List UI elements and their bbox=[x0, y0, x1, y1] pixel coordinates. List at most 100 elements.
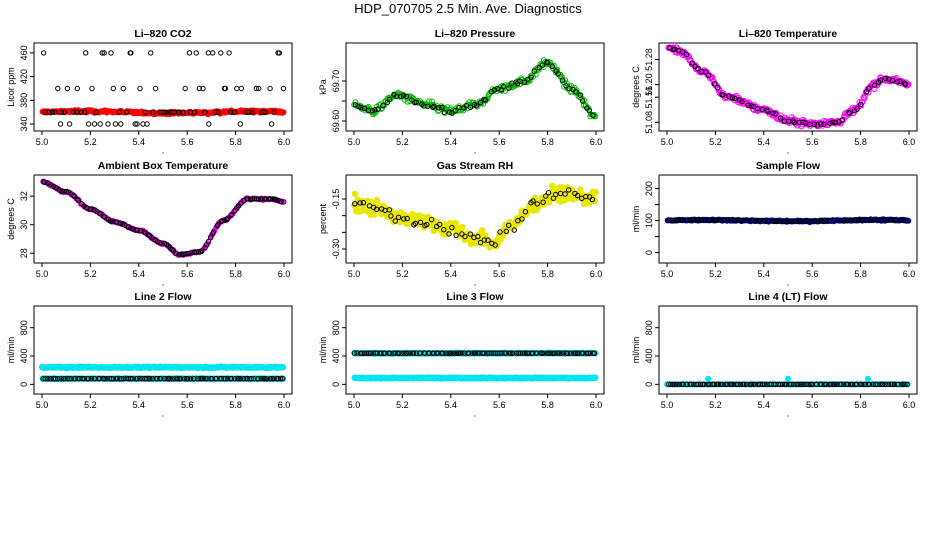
chart-title: Ambient Box Temperature bbox=[98, 160, 229, 172]
x-tick-label: 5.6 bbox=[181, 269, 194, 279]
x-tick-label: 5.6 bbox=[181, 400, 194, 410]
x-tick-label: 5.6 bbox=[806, 400, 819, 410]
data-point bbox=[893, 217, 899, 223]
data-point bbox=[108, 50, 114, 56]
data-point bbox=[446, 231, 452, 237]
data-point bbox=[877, 77, 884, 83]
data-point bbox=[152, 85, 159, 92]
data-point bbox=[745, 102, 751, 109]
x-tick-label: 6.0 bbox=[278, 269, 291, 279]
data-point bbox=[234, 85, 240, 92]
data-point bbox=[838, 218, 845, 224]
data-point bbox=[256, 85, 262, 92]
data-point bbox=[276, 50, 282, 56]
data-point bbox=[771, 218, 777, 224]
data-point bbox=[75, 197, 82, 204]
data-point bbox=[530, 198, 536, 204]
data-point bbox=[425, 103, 431, 110]
data-point bbox=[193, 50, 199, 56]
data-point bbox=[279, 364, 287, 371]
y-tick-label: 200 bbox=[644, 181, 654, 196]
series-raw-high bbox=[38, 363, 287, 372]
data-point bbox=[268, 121, 275, 127]
data-point bbox=[549, 63, 556, 70]
data-point bbox=[814, 122, 821, 128]
data-point bbox=[191, 109, 198, 115]
data-point bbox=[158, 240, 164, 246]
data-point bbox=[555, 71, 561, 77]
series-average bbox=[352, 187, 596, 248]
data-point bbox=[439, 104, 445, 111]
data-point bbox=[459, 223, 466, 231]
data-point bbox=[144, 121, 150, 127]
data-point bbox=[180, 109, 186, 115]
x-tick-label: 5.4 bbox=[758, 400, 771, 410]
y-axis-label: Licor ppm bbox=[6, 67, 16, 107]
data-point bbox=[805, 218, 811, 224]
data-point bbox=[531, 68, 537, 74]
data-point bbox=[412, 220, 418, 227]
data-point bbox=[528, 74, 534, 81]
data-point bbox=[696, 217, 702, 223]
data-point bbox=[61, 109, 68, 115]
data-point bbox=[562, 191, 568, 197]
data-point bbox=[441, 227, 447, 233]
data-point bbox=[226, 50, 232, 56]
data-point bbox=[721, 217, 727, 223]
x-tick-label: 5.0 bbox=[348, 400, 361, 410]
x-tick-label: 6.0 bbox=[590, 269, 603, 279]
data-point bbox=[452, 108, 458, 114]
x-tick-label: 5.8 bbox=[541, 400, 554, 410]
data-point bbox=[847, 110, 853, 116]
data-point bbox=[762, 218, 768, 224]
data-point bbox=[897, 78, 903, 85]
data-point bbox=[93, 109, 99, 115]
data-point bbox=[215, 109, 221, 115]
data-point bbox=[889, 77, 896, 84]
data-point bbox=[712, 81, 718, 87]
data-point bbox=[765, 218, 772, 224]
y-tick-label: 0 bbox=[331, 382, 341, 387]
data-point bbox=[579, 98, 586, 104]
y-tick-label: 400 bbox=[644, 349, 654, 364]
data-point bbox=[202, 109, 208, 115]
data-point bbox=[695, 66, 701, 72]
data-point bbox=[559, 77, 566, 83]
x-tick-label: 5.4 bbox=[133, 269, 146, 279]
x-axis-label-mark bbox=[787, 415, 789, 417]
data-point bbox=[545, 190, 552, 196]
data-point bbox=[503, 228, 509, 235]
data-point bbox=[124, 109, 130, 115]
x-axis-label-mark bbox=[162, 284, 164, 286]
data-point bbox=[841, 217, 847, 224]
data-point bbox=[161, 109, 167, 115]
data-point bbox=[901, 80, 908, 87]
data-point bbox=[819, 218, 825, 224]
x-tick-label: 5.6 bbox=[493, 269, 506, 279]
data-point bbox=[280, 109, 287, 116]
data-point bbox=[540, 62, 546, 68]
data-point bbox=[772, 111, 779, 117]
data-point bbox=[404, 215, 410, 222]
y-tick-label: 460 bbox=[19, 45, 29, 60]
x-tick-label: 5.0 bbox=[348, 269, 361, 279]
data-point bbox=[478, 227, 486, 234]
data-point bbox=[224, 216, 231, 222]
data-point bbox=[524, 79, 530, 86]
data-point bbox=[163, 109, 169, 115]
x-tick-label: 5.8 bbox=[854, 137, 867, 147]
data-point bbox=[583, 193, 589, 200]
data-point bbox=[545, 59, 551, 66]
y-tick-label: 100 bbox=[644, 213, 654, 228]
data-point bbox=[536, 65, 542, 71]
y-axis-label: ml/min bbox=[631, 337, 641, 364]
data-point bbox=[196, 85, 203, 92]
data-point bbox=[74, 196, 81, 202]
data-point bbox=[453, 232, 459, 239]
data-point bbox=[429, 98, 435, 105]
data-point bbox=[462, 233, 468, 240]
data-point bbox=[138, 228, 144, 234]
data-point bbox=[543, 193, 549, 199]
data-point bbox=[214, 223, 220, 229]
